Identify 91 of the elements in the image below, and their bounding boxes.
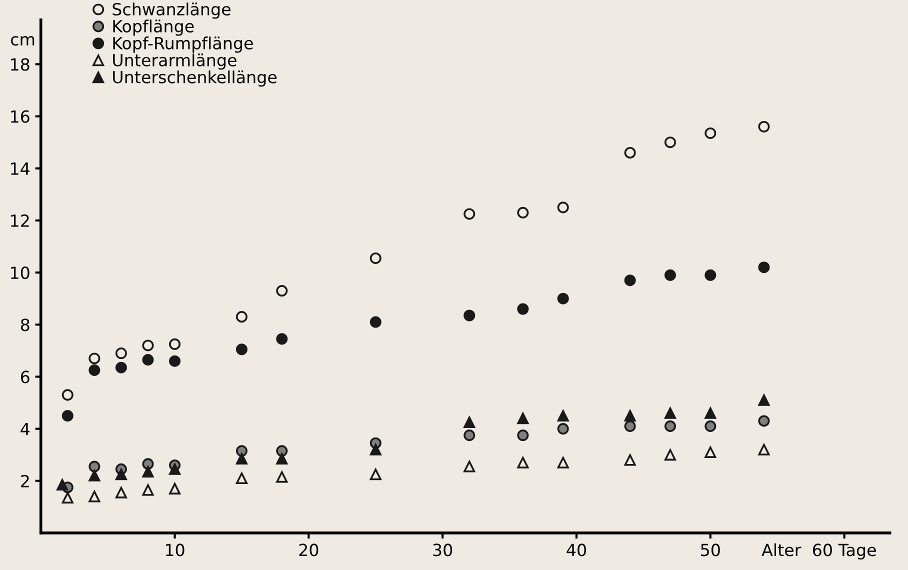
point [142, 484, 154, 496]
point [517, 303, 529, 315]
point [370, 316, 382, 328]
point [62, 492, 74, 504]
y-tick-label: 10 [11, 266, 30, 280]
point [517, 430, 529, 442]
point [624, 410, 636, 422]
point [236, 472, 248, 484]
point [169, 338, 181, 350]
point [370, 444, 382, 456]
point [62, 389, 74, 401]
point [464, 416, 476, 428]
point [624, 274, 636, 286]
point [276, 452, 288, 464]
point [56, 479, 68, 491]
y-tick-label: 16 [11, 110, 30, 123]
legend-label: Schwanzlänge [112, 2, 230, 19]
point [557, 423, 569, 435]
y-axis-title: cm [11, 36, 34, 46]
point [758, 444, 770, 456]
point [758, 415, 770, 427]
point [704, 269, 716, 281]
point [624, 420, 636, 432]
point [664, 269, 676, 281]
point [142, 354, 154, 366]
point [88, 460, 100, 472]
y-tick-label: 8 [20, 318, 30, 332]
point [704, 420, 716, 432]
x-tick-label: 20 [299, 544, 318, 556]
point [464, 208, 476, 220]
point [664, 449, 676, 461]
legend-label: Unterarmlänge [113, 54, 236, 70]
y-tick-label: 6 [21, 370, 30, 384]
point [142, 458, 154, 470]
point [169, 482, 181, 494]
point [664, 420, 676, 432]
point [169, 463, 181, 475]
point [517, 412, 529, 424]
point [758, 120, 770, 132]
point [664, 407, 676, 419]
point [557, 456, 569, 468]
point [115, 362, 127, 374]
x-tick-label: 40 [566, 544, 586, 556]
point [115, 468, 127, 480]
point [664, 136, 676, 148]
point [142, 466, 154, 478]
point [370, 468, 382, 480]
point [62, 410, 74, 422]
point [142, 340, 154, 352]
y-tick-label: 4 [20, 422, 30, 436]
x-tick-label: 10 [166, 544, 184, 556]
point [88, 352, 100, 364]
x-tick-label: 50 [701, 544, 720, 556]
x-axis-title: Alter [762, 543, 802, 556]
point [88, 470, 100, 482]
point [236, 452, 248, 464]
point [115, 486, 127, 498]
point [370, 252, 382, 264]
point [517, 456, 529, 468]
point [169, 355, 181, 367]
point [276, 285, 288, 297]
point [557, 202, 569, 214]
point [517, 206, 529, 218]
y-tick-label: 14 [11, 162, 30, 175]
y-tick-label: 12 [11, 214, 29, 227]
point [88, 364, 100, 376]
point [276, 471, 288, 483]
legend-label: Unterschenkellänge [113, 70, 277, 87]
point [557, 292, 569, 304]
point [758, 262, 770, 274]
y-tick-label: 2 [21, 474, 29, 488]
point [624, 146, 636, 159]
y-tick-label: 18 [11, 58, 30, 71]
x-tick-label: 30 [433, 544, 452, 556]
point [276, 333, 288, 345]
point [624, 454, 636, 466]
point [236, 344, 248, 356]
point [464, 460, 476, 472]
point [236, 311, 248, 323]
point [464, 430, 476, 442]
x-tick-label: 60 Tage [812, 544, 876, 560]
point [704, 127, 716, 139]
legend-label: Kopf-Rumpflänge [113, 36, 253, 53]
point [88, 490, 100, 502]
point [464, 310, 476, 322]
point [758, 394, 770, 406]
point [704, 407, 716, 419]
point [704, 446, 716, 458]
point [557, 410, 569, 422]
legend-label: Kopflänge [113, 20, 194, 36]
point [115, 348, 127, 360]
